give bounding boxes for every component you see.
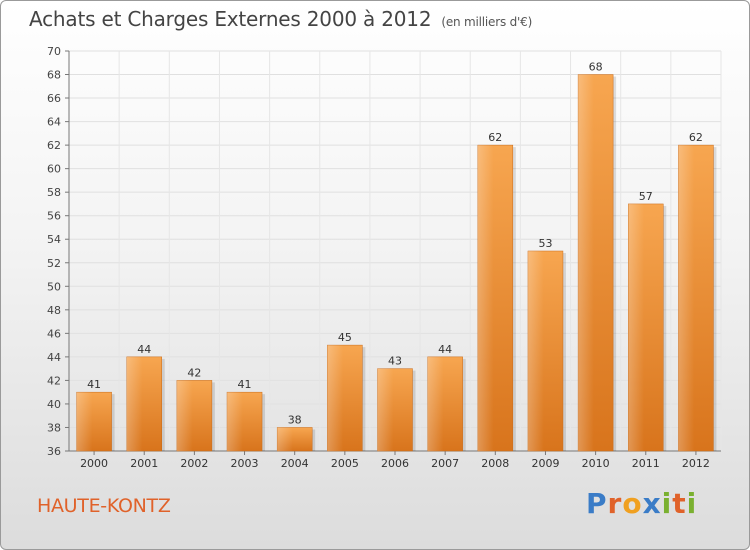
y-tick-label: 44: [47, 351, 61, 364]
bar-highlight: [477, 145, 494, 451]
bar-highlight: [678, 145, 695, 451]
bars: [76, 74, 717, 452]
y-tick-label: 58: [47, 186, 61, 199]
labels: 2000 41 2001 44 2002 42 2003 41 2004 38 2005 45 2006…: [80, 61, 710, 470]
y-tick-label: 62: [47, 139, 61, 152]
brand-letter: r: [607, 487, 623, 520]
y-tick-label: 38: [47, 421, 61, 434]
data-label: 53: [538, 237, 552, 250]
y-tick-label: 70: [47, 45, 61, 58]
y-tick-label: 52: [47, 257, 61, 270]
commune-name: HAUTE-KONTZ: [37, 495, 171, 517]
y-tick-label: 54: [47, 233, 61, 246]
y-tick-label: 64: [47, 116, 61, 129]
x-tick-label: 2011: [632, 457, 660, 470]
x-tick-label: 2001: [130, 457, 158, 470]
data-label: 45: [338, 331, 352, 344]
bar-highlight: [277, 427, 293, 451]
data-label: 62: [488, 131, 502, 144]
y-tick-label: 42: [47, 374, 61, 387]
data-label: 44: [438, 343, 452, 356]
x-tick-label: 2000: [80, 457, 108, 470]
bar-highlight: [377, 368, 394, 451]
bar-highlight: [427, 356, 444, 451]
data-label: 42: [187, 366, 201, 379]
y-tick-label: 48: [47, 304, 61, 317]
x-tick-label: 2002: [180, 457, 208, 470]
y-tick-label: 36: [47, 445, 61, 458]
y-tick-label: 56: [47, 210, 61, 223]
data-label: 44: [137, 343, 151, 356]
chart-title-text: Achats et Charges Externes 2000 à 2012: [29, 7, 432, 31]
x-tick-label: 2003: [231, 457, 259, 470]
chart-title-unit: (en milliers d'€): [441, 15, 533, 29]
brand-letter: o: [622, 487, 643, 520]
x-tick-label: 2004: [281, 457, 309, 470]
bar-highlight: [527, 251, 544, 451]
bar-highlight: [76, 392, 93, 451]
data-label: 62: [689, 131, 703, 144]
x-tick-label: 2007: [431, 457, 459, 470]
brand-letter: i: [686, 487, 698, 520]
bar-highlight: [578, 74, 594, 451]
data-label: 43: [388, 355, 402, 368]
y-tick-label: 60: [47, 163, 61, 176]
brand-letter: P: [586, 487, 608, 520]
y-tick-label: 66: [47, 92, 61, 105]
x-tick-label: 2010: [582, 457, 610, 470]
bar-highlight: [327, 345, 344, 451]
x-tick-label: 2009: [531, 457, 559, 470]
x-tick-label: 2012: [682, 457, 710, 470]
bar-highlight: [227, 392, 243, 451]
data-label: 68: [589, 61, 603, 74]
x-tick-label: 2006: [381, 457, 409, 470]
y-tick-label: 50: [47, 280, 61, 293]
chart-title: Achats et Charges Externes 2000 à 2012 (e…: [29, 7, 532, 31]
x-tick-label: 2008: [481, 457, 509, 470]
brand-letter: x: [642, 487, 662, 520]
bar-highlight: [628, 203, 645, 451]
y-tick-label: 40: [47, 398, 61, 411]
bar-highlight: [176, 380, 193, 451]
data-label: 41: [87, 378, 101, 391]
data-label: 41: [238, 378, 252, 391]
brand-logo: Proxiti: [586, 487, 697, 520]
x-tick-label: 2005: [331, 457, 359, 470]
bar-highlight: [126, 356, 143, 451]
data-label: 57: [639, 190, 653, 203]
brand-letter: i: [661, 487, 673, 520]
y-tick-label: 68: [47, 69, 61, 82]
data-label: 38: [288, 413, 302, 426]
y-tick-label: 46: [47, 327, 61, 340]
brand-letter: t: [672, 487, 687, 520]
